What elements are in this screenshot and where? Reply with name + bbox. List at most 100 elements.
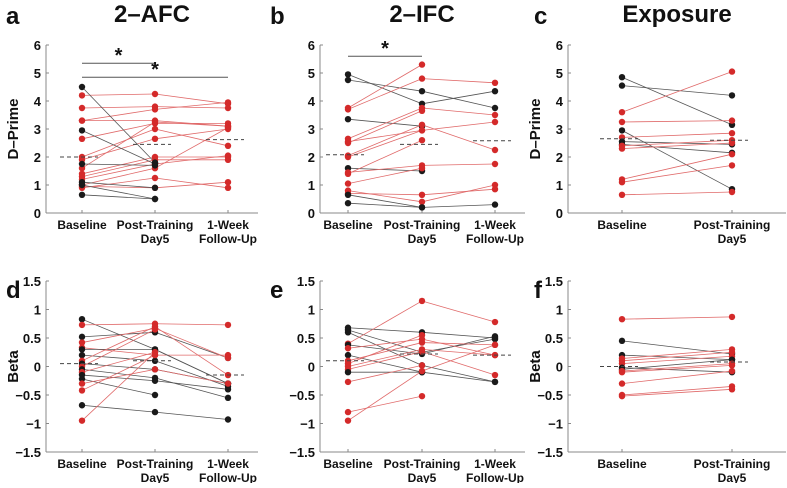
- subject-point: [78, 333, 86, 341]
- subject-line: [347, 167, 423, 184]
- panel-letter: e: [270, 277, 283, 304]
- subject-point: [344, 153, 352, 161]
- subject-point: [78, 375, 86, 383]
- y-tick-label: −1.5: [289, 445, 315, 460]
- subject-point: [224, 152, 232, 159]
- subject-point: [618, 337, 626, 345]
- x-tick-label: Baseline: [597, 457, 647, 471]
- x-tick-label: Post-Training: [117, 218, 194, 232]
- subject-point: [224, 179, 232, 186]
- subject-line: [154, 177, 229, 189]
- subject-line: [154, 360, 229, 387]
- subject-point: [418, 88, 426, 95]
- subject-point: [418, 204, 426, 211]
- subject-point: [78, 339, 86, 346]
- subject-line: [81, 86, 156, 163]
- subject-point: [618, 369, 626, 376]
- y-tick-label: −1.5: [537, 445, 563, 460]
- subject-point: [418, 362, 426, 369]
- subject-line: [421, 204, 496, 208]
- panel-letter: f: [534, 277, 543, 304]
- subject-point: [78, 380, 86, 387]
- subject-point: [224, 104, 232, 112]
- y-tick-label: −1: [26, 417, 41, 432]
- subject-point: [151, 90, 159, 98]
- subject-point: [151, 135, 159, 142]
- y-tick-label: 1: [308, 303, 315, 318]
- subject-line: [81, 327, 156, 343]
- subject-line: [81, 331, 156, 338]
- subject-point: [418, 348, 426, 355]
- subject-line: [347, 130, 423, 158]
- x-tick-label: Day5: [718, 232, 747, 246]
- subject-point: [728, 386, 736, 393]
- subject-line: [154, 93, 229, 105]
- subject-point: [491, 186, 499, 193]
- subject-point: [618, 392, 626, 400]
- subject-line: [81, 109, 156, 121]
- subject-line: [421, 78, 496, 84]
- significance-star: *: [381, 38, 389, 60]
- subject-line: [421, 338, 496, 356]
- y-tick-label: −1: [300, 417, 315, 432]
- subject-line: [154, 368, 229, 384]
- subject-point: [78, 181, 86, 189]
- subject-line: [81, 363, 156, 370]
- subject-line: [347, 338, 423, 349]
- y-tick-label: −0.5: [15, 388, 41, 403]
- subject-point: [728, 130, 736, 137]
- subject-point: [78, 417, 86, 424]
- subject-line: [621, 316, 733, 320]
- subject-line: [347, 342, 423, 362]
- subject-point: [618, 179, 626, 186]
- subject-point: [78, 92, 86, 99]
- subject-line: [81, 163, 156, 166]
- y-tick-label: 5: [308, 66, 315, 81]
- subject-point: [491, 201, 499, 208]
- subject-point: [618, 109, 626, 116]
- subject-line: [621, 165, 733, 183]
- x-tick-label: Post-Training: [694, 218, 771, 232]
- subject-line: [81, 404, 156, 413]
- subject-point: [151, 174, 159, 182]
- y-tick-label: 1: [308, 178, 315, 193]
- subject-line: [81, 186, 156, 189]
- y-tick-label: 2: [34, 150, 41, 165]
- subject-line: [81, 93, 156, 96]
- x-tick-label: Follow-Up: [199, 232, 257, 246]
- y-tick-label: 0: [556, 360, 563, 375]
- subject-point: [418, 392, 426, 400]
- subject-point: [344, 329, 352, 336]
- subject-line: [621, 367, 733, 373]
- subject-line: [154, 128, 229, 147]
- subject-line: [347, 364, 423, 383]
- y-tick-label: 6: [34, 38, 41, 53]
- subject-point: [78, 315, 86, 323]
- subject-point: [344, 417, 352, 424]
- subject-line: [81, 351, 156, 421]
- x-tick-label: Baseline: [597, 218, 647, 232]
- subject-point: [224, 142, 232, 149]
- subject-line: [347, 74, 423, 105]
- subject-point: [418, 165, 426, 172]
- subject-point: [728, 162, 736, 169]
- subject-line: [421, 335, 496, 355]
- y-tick-label: 6: [308, 38, 315, 53]
- subject-line: [421, 90, 496, 109]
- subject-point: [224, 394, 232, 402]
- subject-point: [78, 127, 86, 134]
- y-tick-label: 2: [556, 150, 563, 165]
- y-tick-label: −0.5: [289, 388, 315, 403]
- panel-title: 2–AFC: [114, 1, 190, 28]
- subject-line: [81, 368, 156, 384]
- subject-point: [344, 200, 352, 207]
- x-tick-label: Day5: [141, 471, 170, 483]
- subject-line: [81, 323, 156, 326]
- y-tick-label: 0.5: [545, 331, 563, 346]
- subject-point: [618, 118, 626, 126]
- subject-line: [154, 326, 229, 376]
- subject-line: [347, 194, 423, 208]
- x-tick-label: 1-Week: [474, 218, 516, 232]
- subject-line: [347, 124, 423, 156]
- x-tick-label: Baseline: [57, 457, 107, 471]
